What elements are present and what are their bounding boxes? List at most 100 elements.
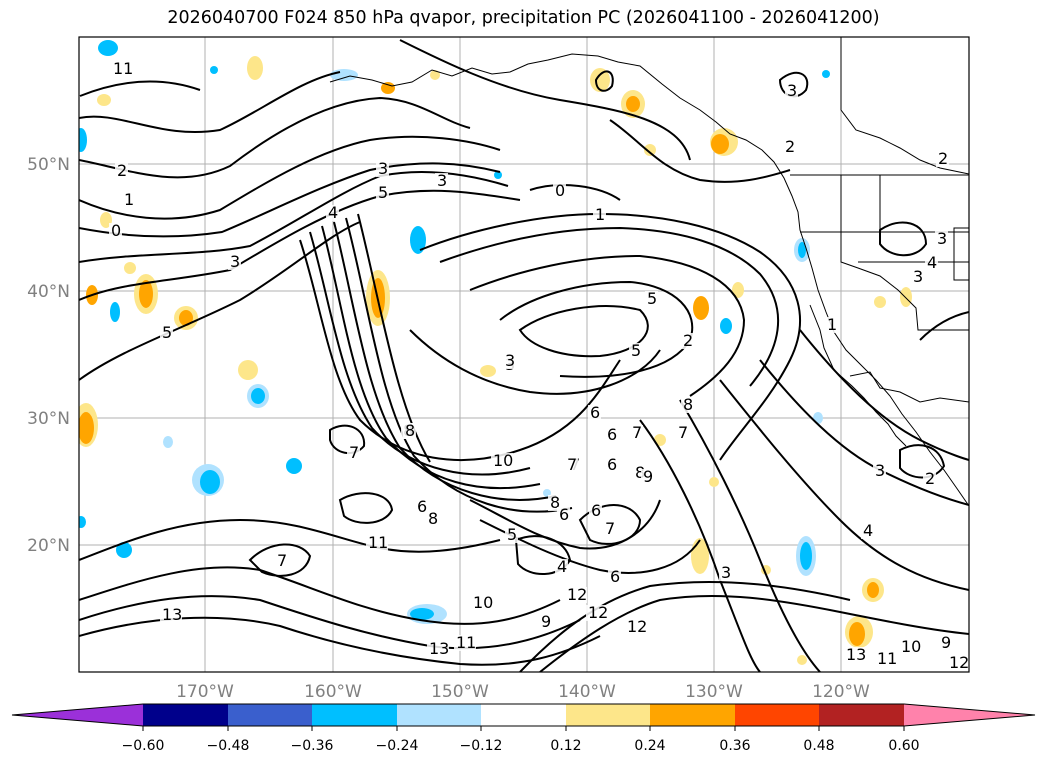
contour-label: 11 xyxy=(456,633,476,652)
contour-label-bg xyxy=(873,463,886,479)
contour-label: 2 xyxy=(785,137,795,156)
contour-label: 0 xyxy=(111,221,121,240)
map-title: 2026040700 F024 850 hPa qvapor, precipit… xyxy=(167,8,880,28)
contour-label-bg xyxy=(936,151,949,167)
contour-label: 1 xyxy=(827,315,837,334)
contour-label: 13 xyxy=(162,605,182,624)
colorbar-bin xyxy=(650,704,735,726)
qvapor-contours xyxy=(79,39,969,672)
contour-label: 9 xyxy=(643,467,653,486)
contour-label: 12 xyxy=(627,617,647,636)
colorbar-tick-label: −0.36 xyxy=(291,738,334,754)
contour-label-bg xyxy=(629,343,642,359)
contour-label-bg xyxy=(681,333,694,349)
contour-label: 5 xyxy=(507,525,517,544)
contour-label-bg xyxy=(503,353,516,369)
contour-label: 13 xyxy=(429,639,449,658)
contour-label-bg xyxy=(589,503,602,519)
contour-label: 9 xyxy=(541,612,551,631)
contour-label: 7 xyxy=(678,423,688,442)
contour-label: 7 xyxy=(349,443,359,462)
colorbar-tick-label: −0.24 xyxy=(376,738,419,754)
contour-label: 8 xyxy=(683,395,693,414)
contour-label-bg xyxy=(555,559,568,575)
contour-label: 11 xyxy=(877,649,897,668)
contour-label-bg xyxy=(935,231,948,247)
contour-label: 4 xyxy=(328,203,338,222)
contour-label: 7 xyxy=(277,551,287,570)
contour-label-bg xyxy=(783,139,796,155)
contour-label: 2 xyxy=(117,161,127,180)
contour-label: 3 xyxy=(875,461,885,480)
contour-label: 0 xyxy=(555,181,565,200)
contour-label: 8 xyxy=(405,421,415,440)
contour-label: 7 xyxy=(567,455,577,474)
colorbar-tick-label: −0.48 xyxy=(207,738,250,754)
longitude-labels: 170°W 160°W 150°W 140°W 130°W 120°W xyxy=(176,682,870,702)
colorbar-tick-label: 0.60 xyxy=(888,738,919,754)
contour-label: 11 xyxy=(368,533,388,552)
contour-label: 11 xyxy=(113,59,133,78)
contour-label-bg xyxy=(471,595,493,611)
colorbar-tick-label: 0.48 xyxy=(803,738,834,754)
contour-label-bg xyxy=(427,641,449,657)
contour-label-bg xyxy=(625,619,647,635)
contour-label: 2 xyxy=(925,469,935,488)
contour-label: 3 xyxy=(913,267,923,286)
contour-label-bg xyxy=(426,511,439,527)
contour-label: 7 xyxy=(632,423,642,442)
contour-label-bg xyxy=(875,651,897,667)
contour-label-bg xyxy=(539,614,552,630)
colorbar-tick-label: −0.12 xyxy=(460,738,503,754)
contour-label: 8 xyxy=(635,463,645,482)
contour-label: 9 xyxy=(941,633,951,652)
contour-label: 6 xyxy=(591,501,601,520)
colorbar: −0.60 −0.48 −0.36 −0.24 −0.12 0.12 0.24 … xyxy=(11,703,1036,754)
contour-label: 2 xyxy=(683,331,693,350)
contour-label-bg xyxy=(115,163,128,179)
contour-label-bg xyxy=(825,317,838,333)
contour-label: 5 xyxy=(378,183,388,202)
contour-label-bg xyxy=(111,61,133,77)
contour-label-bg xyxy=(586,605,608,621)
lon-label: 130°W xyxy=(685,682,743,702)
contour-label-bg xyxy=(109,223,122,239)
lat-label: 20°N xyxy=(27,536,70,556)
contour-label: 1 xyxy=(595,205,605,224)
contour-label: 4 xyxy=(927,253,937,272)
contour-label: 3 xyxy=(378,159,388,178)
contour-label-bg xyxy=(593,207,606,223)
lat-label: 30°N xyxy=(27,409,70,429)
contour-label: 6 xyxy=(607,455,617,474)
contour-label-bg xyxy=(605,457,618,473)
contour-label-bg xyxy=(326,205,339,221)
contour-label-bg xyxy=(681,397,694,413)
contour-label: 6 xyxy=(590,403,600,422)
contour-label-bg xyxy=(376,185,389,201)
lon-label: 150°W xyxy=(431,682,489,702)
lon-label: 120°W xyxy=(812,682,870,702)
lon-label: 140°W xyxy=(558,682,616,702)
contour-label: 1 xyxy=(124,190,134,209)
contour-label-bg xyxy=(565,587,587,603)
colorbar-extend-high xyxy=(904,704,1035,726)
colorbar-bin xyxy=(397,704,481,726)
plot-area xyxy=(79,37,969,672)
contour-label-bg xyxy=(415,499,428,515)
contour-label: 3 xyxy=(437,171,447,190)
precipitation-shading xyxy=(79,40,912,665)
colorbar-tick-label: 0.24 xyxy=(634,738,665,754)
contour-label-bg xyxy=(630,425,643,441)
contour-label-bg xyxy=(588,405,601,421)
colorbar-extend-low xyxy=(12,704,143,726)
contour-label: 5 xyxy=(647,289,657,308)
contour-label-bg xyxy=(403,423,416,439)
contour-label: 5 xyxy=(162,323,172,342)
contour-label: 4 xyxy=(557,557,567,576)
contour-label: 8 xyxy=(428,509,438,528)
contour-label-bg xyxy=(557,507,570,523)
contour-label-bg xyxy=(454,635,476,651)
contour-label: 10 xyxy=(901,637,921,656)
contour-label-bg xyxy=(160,607,182,623)
